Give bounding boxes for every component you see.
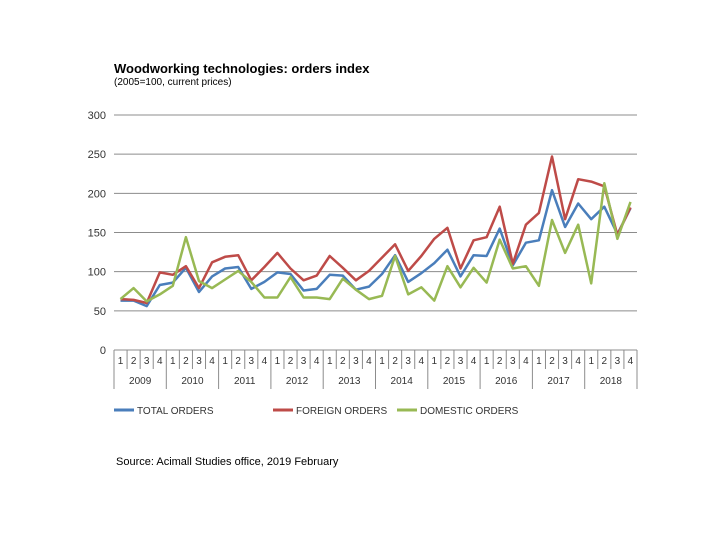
- year-tick-label: 2011: [234, 376, 256, 387]
- y-tick-label: 300: [88, 110, 106, 122]
- quarter-tick-label: 2: [602, 356, 608, 367]
- quarter-tick-label: 3: [249, 356, 255, 367]
- quarter-tick-label: 2: [131, 356, 137, 367]
- y-tick-label: 200: [88, 188, 106, 200]
- quarter-tick-label: 3: [196, 356, 202, 367]
- quarter-tick-label: 1: [327, 356, 333, 367]
- chart-title: Woodworking technologies: orders index: [114, 61, 370, 76]
- quarter-tick-label: 1: [536, 356, 542, 367]
- year-tick-label: 2015: [443, 376, 466, 387]
- series-lines: [119, 155, 632, 308]
- legend-label-2: DOMESTIC ORDERS: [420, 406, 519, 417]
- quarter-tick-label: 4: [523, 356, 529, 367]
- quarter-tick-label: 2: [445, 356, 451, 367]
- quarter-tick-label: 1: [118, 356, 124, 367]
- y-tick-label: 50: [94, 306, 106, 318]
- quarter-tick-label: 3: [301, 356, 307, 367]
- legend: TOTAL ORDERS FOREIGN ORDERS DOMESTIC ORDER…: [114, 406, 519, 417]
- series-line-1: [120, 155, 632, 305]
- quarter-tick-label: 2: [549, 356, 555, 367]
- quarter-tick-label: 1: [588, 356, 594, 367]
- quarter-tick-label: 1: [222, 356, 228, 367]
- quarter-tick-label: 1: [432, 356, 438, 367]
- year-tick-label: 2010: [181, 376, 204, 387]
- axes: [113, 349, 638, 389]
- quarter-tick-label: 2: [497, 356, 503, 367]
- y-tick-label: 100: [88, 267, 106, 279]
- gridlines: [114, 114, 637, 312]
- quarter-tick-label: 3: [144, 356, 150, 367]
- quarter-tick-label: 4: [314, 356, 320, 367]
- legend-label-0: TOTAL ORDERS: [137, 406, 214, 417]
- source-note: Source: Acimall Studies office, 2019 Feb…: [116, 456, 339, 468]
- quarter-tick-label: 3: [353, 356, 359, 367]
- chart-subtitle: (2005=100, current prices): [114, 77, 232, 88]
- quarter-tick-label: 4: [575, 356, 581, 367]
- quarter-tick-label: 4: [366, 356, 372, 367]
- year-tick-label: 2016: [495, 376, 518, 387]
- year-tick-label: 2012: [286, 376, 309, 387]
- quarter-tick-label: 2: [392, 356, 398, 367]
- quarter-tick-label: 3: [510, 356, 516, 367]
- quarter-tick-label: 4: [262, 356, 268, 367]
- quarter-tick-label: 2: [235, 356, 241, 367]
- quarter-tick-label: 2: [288, 356, 294, 367]
- quarter-tick-label: 2: [183, 356, 189, 367]
- quarter-tick-label: 4: [628, 356, 634, 367]
- year-tick-label: 2017: [547, 376, 570, 387]
- quarter-tick-label: 4: [157, 356, 163, 367]
- quarter-tick-label: 4: [209, 356, 215, 367]
- quarter-tick-label: 4: [471, 356, 477, 367]
- series-line-2: [119, 181, 632, 303]
- series-line-0: [120, 188, 632, 308]
- legend-label-1: FOREIGN ORDERS: [296, 406, 387, 417]
- quarter-tick-label: 3: [458, 356, 464, 367]
- year-tick-label: 2013: [338, 376, 361, 387]
- quarter-tick-label: 2: [340, 356, 346, 367]
- quarter-tick-label: 1: [275, 356, 281, 367]
- y-tick-labels: 0 50 100 150 200 250 300: [88, 110, 106, 357]
- year-tick-label: 2014: [391, 376, 414, 387]
- quarter-tick-label: 1: [484, 356, 490, 367]
- y-tick-label: 250: [88, 149, 106, 161]
- quarter-tick-label: 1: [170, 356, 176, 367]
- y-tick-label: 0: [100, 345, 106, 357]
- year-tick-label: 2018: [600, 376, 623, 387]
- quarter-tick-label: 3: [615, 356, 621, 367]
- quarter-tick-label: 4: [418, 356, 424, 367]
- year-tick-label: 2009: [129, 376, 152, 387]
- quarter-tick-label: 1: [379, 356, 385, 367]
- y-tick-label: 150: [88, 228, 106, 240]
- quarter-tick-label: 3: [562, 356, 568, 367]
- quarter-tick-label: 3: [405, 356, 411, 367]
